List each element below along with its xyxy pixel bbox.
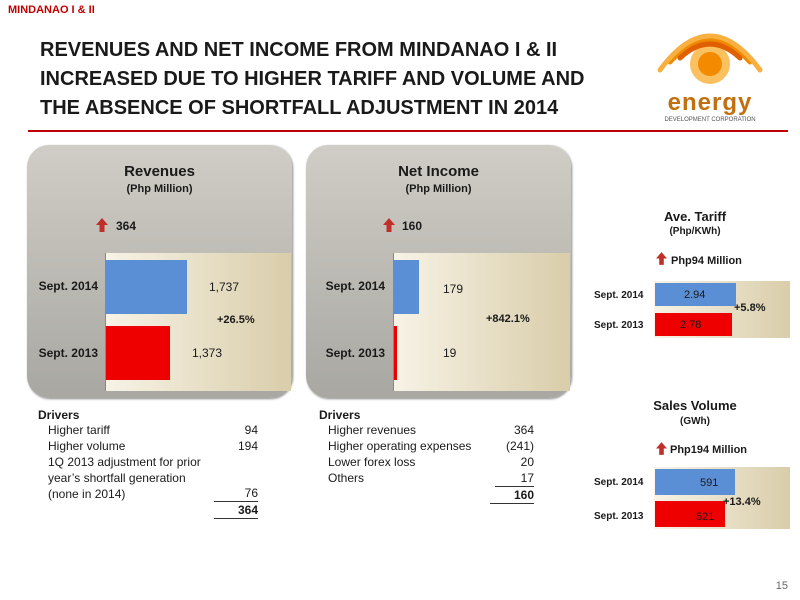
- netincome-drivers-heading: Drivers: [319, 408, 361, 422]
- sales-bar-2013: [655, 501, 725, 527]
- revenues-bar-2013: [106, 326, 170, 380]
- driver-row: 1Q 2013 adjustment for prior year’s shor…: [48, 454, 258, 502]
- revenues-unit: (Php Million): [126, 183, 193, 195]
- driver-row: Lower forex loss 20: [328, 454, 534, 470]
- driver-value: 17: [495, 470, 534, 487]
- title-divider: [28, 130, 788, 132]
- tariff-heading: Ave. Tariff: [663, 209, 727, 224]
- title-line-2: INCREASED DUE TO HIGHER TARIFF AND VOLUM…: [40, 68, 585, 90]
- tariff-label-2013: 2.78: [680, 319, 702, 331]
- sales-label-2013: 521: [696, 511, 715, 523]
- netincome-label-2014: 179: [443, 282, 464, 296]
- sales-bar-2014: [655, 469, 735, 495]
- tariff-bar-2014: [655, 283, 736, 306]
- tariff-change: Php94 Million: [671, 255, 742, 267]
- netincome-change: 160: [402, 219, 423, 233]
- revenues-axis: [105, 253, 106, 391]
- revenues-pct-change: +26.5%: [217, 314, 255, 326]
- netincome-chart-area: [393, 253, 570, 391]
- driver-label: Higher operating expenses: [328, 439, 472, 453]
- sales-up-arrow-icon: [656, 442, 667, 460]
- driver-value: (241): [505, 439, 534, 453]
- netincome-bar-2013: [394, 326, 397, 380]
- netincome-label-2013: 19: [443, 346, 457, 360]
- driver-value: 364: [513, 423, 534, 437]
- driver-value: 20: [520, 455, 534, 469]
- revenues-bar-2014: [106, 260, 187, 314]
- netincome-heading: Net Income: [398, 163, 479, 180]
- revenues-title: Revenues (Php Million): [27, 163, 292, 195]
- netincome-unit: (Php Million): [405, 183, 472, 195]
- tariff-label-2014: 2.94: [684, 289, 706, 301]
- sales-cat-2013: Sept. 2013: [594, 511, 644, 522]
- driver-value: 76: [214, 485, 258, 502]
- tariff-pct-change: +5.8%: [734, 302, 766, 314]
- sales-change: Php194 Million: [670, 444, 748, 456]
- sales-heading: Sales Volume: [653, 398, 737, 413]
- revenues-drivers-heading: Drivers: [38, 408, 80, 422]
- driver-total-row: 160: [328, 487, 534, 504]
- driver-row: Higher tariff 94: [48, 422, 258, 438]
- netincome-drivers: Drivers Higher revenues 364 Higher opera…: [319, 408, 534, 504]
- revenues-heading: Revenues: [124, 163, 195, 180]
- revenues-label-2013: 1,373: [192, 346, 223, 360]
- sales-unit: (GWh): [680, 416, 710, 427]
- driver-total: 364: [214, 502, 258, 519]
- revenues-drivers: Drivers Higher tariff 94 Higher volume 1…: [38, 408, 258, 519]
- driver-total: 160: [490, 487, 534, 504]
- logo-sun-icon: [657, 33, 763, 84]
- sales-label-2014: 591: [700, 477, 719, 489]
- netincome-axis: [393, 253, 394, 391]
- tariff-up-arrow-icon: [656, 252, 667, 270]
- driver-row: Higher operating expenses (241): [328, 438, 534, 454]
- driver-total-row: 364: [48, 502, 258, 519]
- revenues-up-arrow-icon: [96, 218, 108, 237]
- sales-cat-2014: Sept. 2014: [594, 477, 644, 488]
- title-line-3: THE ABSENCE OF SHORTFALL ADJUSTMENT IN 2…: [40, 97, 559, 119]
- driver-label: Lower forex loss: [328, 455, 416, 469]
- tariff-bar-2013: [655, 313, 732, 336]
- revenues-change: 364: [116, 219, 137, 233]
- netincome-bar-2014: [394, 260, 419, 314]
- driver-label: Higher tariff: [48, 423, 110, 437]
- sales-pct-change: +13.4%: [723, 496, 761, 508]
- revenues-cat-2013: Sept. 2013: [38, 346, 98, 360]
- revenues-cat-2014: Sept. 2014: [38, 279, 98, 293]
- netincome-title: Net Income (Php Million): [306, 163, 571, 195]
- netincome-cat-2014: Sept. 2014: [325, 279, 385, 293]
- tariff-unit: (Php/KWh): [669, 226, 721, 237]
- logo-subtitle: DEVELOPMENT CORPORATION: [664, 117, 756, 123]
- netincome-up-arrow-icon: [383, 218, 395, 237]
- driver-row: Higher volume 194: [48, 438, 258, 454]
- logo-word: energy: [667, 89, 753, 116]
- page-number: 15: [775, 580, 788, 592]
- company-logo: energy DEVELOPMENT CORPORATION: [640, 22, 780, 123]
- tariff-cat-2013: Sept. 2013: [594, 320, 644, 331]
- netincome-pct-change: +842.1%: [486, 313, 530, 325]
- driver-value: 94: [244, 423, 258, 437]
- tariff-cat-2014: Sept. 2014: [594, 290, 644, 301]
- driver-value: 194: [237, 439, 258, 453]
- section-tag: MINDANAO I & II: [8, 4, 95, 16]
- driver-label: Higher volume: [48, 439, 126, 453]
- driver-row: Higher revenues 364: [328, 422, 534, 438]
- driver-label: Higher revenues: [328, 423, 417, 437]
- slide-title: REVENUES AND NET INCOME FROM MINDANAO I …: [40, 36, 630, 123]
- driver-label: Others: [328, 471, 365, 485]
- driver-row: Others 17: [328, 470, 534, 487]
- title-line-1: REVENUES AND NET INCOME FROM MINDANAO I …: [40, 39, 558, 61]
- driver-label: 1Q 2013 adjustment for prior year’s shor…: [48, 455, 201, 501]
- netincome-cat-2013: Sept. 2013: [325, 346, 385, 360]
- revenues-label-2014: 1,737: [209, 280, 240, 294]
